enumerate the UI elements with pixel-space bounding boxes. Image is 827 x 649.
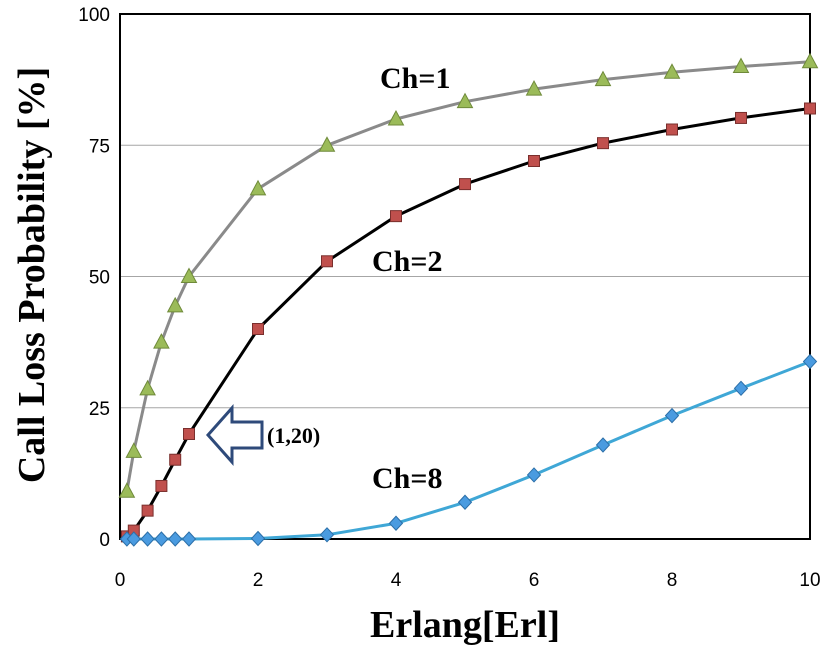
data-point-diamond bbox=[664, 407, 680, 424]
data-point-triangle bbox=[153, 333, 170, 349]
data-point-triangle bbox=[318, 136, 336, 152]
data-point-diamond bbox=[733, 380, 749, 397]
x-tick-label: 10 bbox=[799, 570, 820, 591]
data-point-diamond bbox=[802, 353, 818, 370]
data-point-diamond bbox=[181, 531, 197, 547]
callout-arrow-icon bbox=[205, 404, 264, 466]
y-tick-label: 75 bbox=[89, 136, 110, 157]
data-point-square bbox=[459, 178, 471, 191]
data-point-square bbox=[183, 428, 195, 440]
data-point-triangle bbox=[801, 52, 819, 69]
data-point-triangle bbox=[525, 80, 543, 96]
data-point-triangle bbox=[180, 267, 198, 283]
callout-annotation: (1,20) bbox=[267, 423, 320, 448]
series-line bbox=[125, 107, 811, 538]
series-group bbox=[119, 353, 818, 547]
data-point-square bbox=[155, 479, 168, 492]
curve-label-ch2: Ch=2 bbox=[372, 245, 442, 278]
curve-label-ch1: Ch=1 bbox=[380, 62, 450, 95]
data-point-diamond bbox=[526, 467, 542, 483]
data-point-square bbox=[252, 323, 264, 335]
data-point-triangle bbox=[387, 109, 405, 126]
data-point-square bbox=[804, 102, 816, 115]
curve-label-ch8: Ch=8 bbox=[372, 462, 442, 495]
series bbox=[118, 52, 819, 547]
data-point-square bbox=[169, 453, 182, 466]
data-point-triangle bbox=[732, 57, 750, 73]
data-point-diamond bbox=[250, 530, 266, 547]
x-axis-title: Erlang[Erl] bbox=[370, 604, 560, 646]
data-point-triangle bbox=[663, 63, 681, 79]
y-tick-label: 25 bbox=[89, 399, 110, 420]
data-point-diamond bbox=[457, 494, 473, 510]
data-point-diamond bbox=[168, 531, 183, 547]
data-point-diamond bbox=[154, 531, 169, 547]
series-group bbox=[120, 102, 816, 543]
x-tick-label: 6 bbox=[529, 570, 540, 591]
data-point-triangle bbox=[139, 379, 156, 396]
series-group bbox=[118, 52, 819, 498]
y-axis-title: Call Loss Probability [%] bbox=[11, 67, 53, 483]
y-tick-label: 0 bbox=[99, 530, 110, 551]
y-tick-label: 100 bbox=[78, 5, 110, 26]
y-tick-labels: 0 25 50 75 100 bbox=[78, 5, 110, 551]
data-point-diamond bbox=[126, 531, 141, 547]
data-point-triangle bbox=[118, 482, 136, 498]
plot-area-border bbox=[119, 13, 811, 540]
x-tick-label: 4 bbox=[391, 570, 402, 591]
data-point-square bbox=[528, 155, 540, 167]
data-point-triangle bbox=[456, 92, 474, 109]
x-tick-labels: 0 2 4 6 8 10 bbox=[115, 570, 821, 591]
data-point-square bbox=[735, 111, 747, 124]
x-tick-label: 8 bbox=[667, 570, 678, 591]
data-point-square bbox=[666, 123, 678, 136]
data-point-diamond bbox=[595, 437, 611, 453]
data-point-triangle bbox=[166, 296, 184, 313]
data-point-square bbox=[597, 137, 609, 150]
x-tick-label: 0 bbox=[115, 570, 126, 591]
data-point-diamond bbox=[319, 527, 335, 543]
data-point-diamond bbox=[388, 515, 404, 531]
data-point-square bbox=[390, 210, 402, 223]
y-tick-label: 50 bbox=[89, 268, 110, 289]
data-point-square bbox=[321, 255, 333, 268]
data-point-diamond bbox=[140, 531, 155, 547]
data-point-triangle bbox=[594, 70, 612, 87]
x-tick-label: 2 bbox=[253, 570, 264, 591]
data-point-square bbox=[141, 504, 154, 517]
data-point-triangle bbox=[249, 179, 267, 196]
data-point-triangle bbox=[125, 442, 143, 458]
